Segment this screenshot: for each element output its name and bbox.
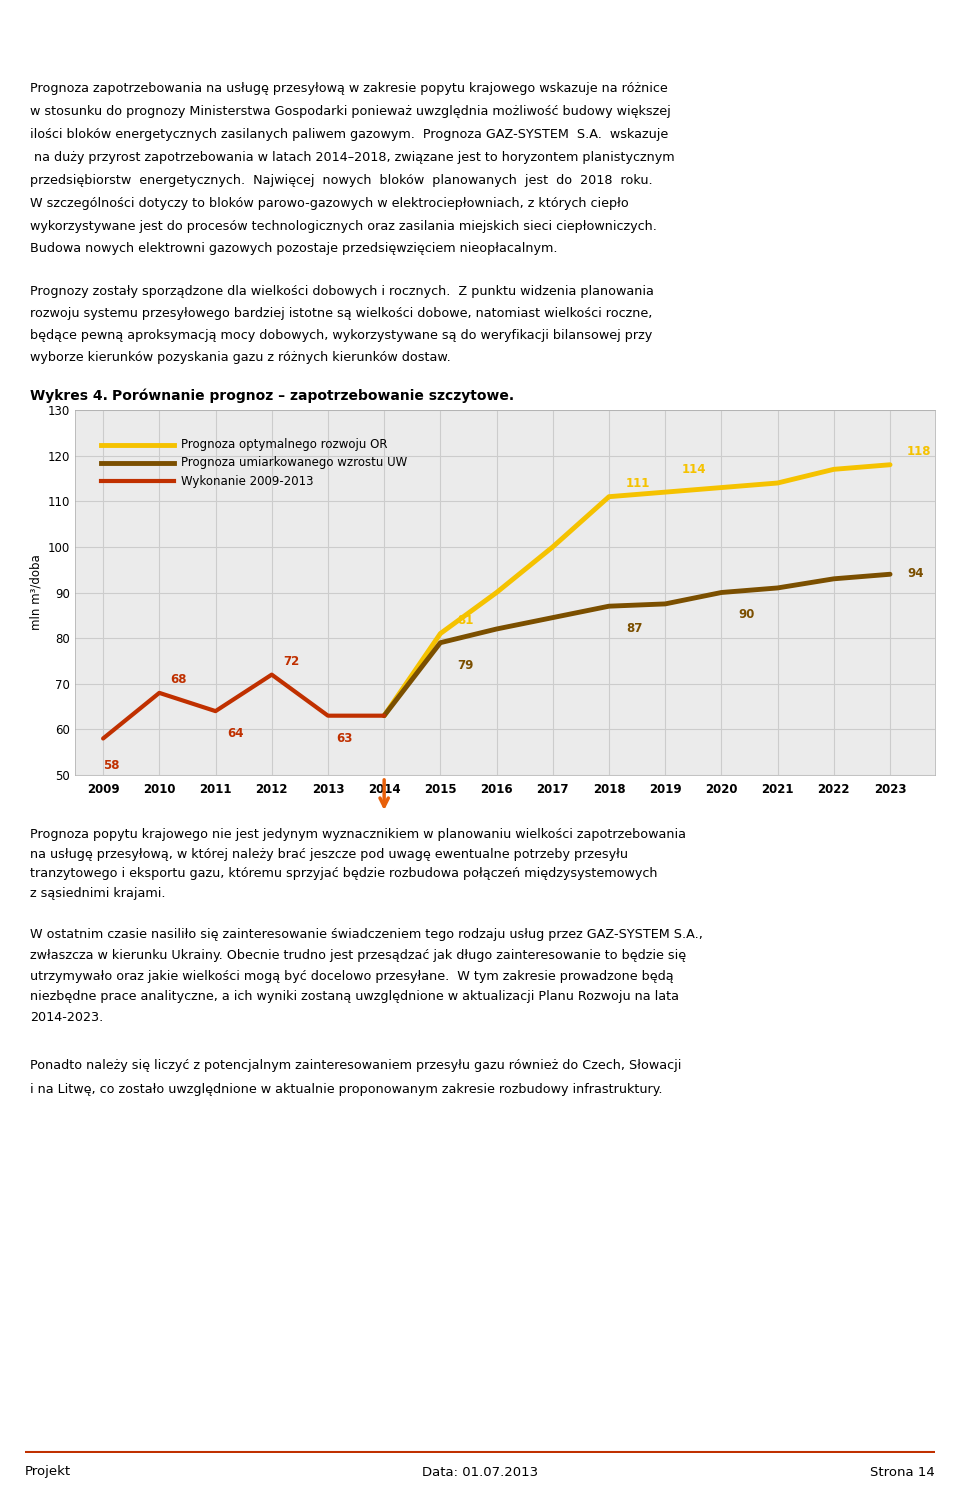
Text: wyborze kierunków pozyskania gazu z różnych kierunków dostaw.: wyborze kierunków pozyskania gazu z różn… <box>30 351 451 365</box>
Text: niezbędne prace analityczne, a ich wyniki zostaną uwzględnione w aktualizacji Pl: niezbędne prace analityczne, a ich wynik… <box>30 991 679 1004</box>
Text: Porównanie prognoz – zapotrzebowanie szczytowe.: Porównanie prognoz – zapotrzebowanie szc… <box>112 388 514 403</box>
Text: 72: 72 <box>283 654 300 668</box>
Text: utrzymywało oraz jakie wielkości mogą być docelowo przesyłane.  W tym zakresie p: utrzymywało oraz jakie wielkości mogą by… <box>30 970 674 983</box>
Text: tranzytowego i eksportu gazu, któremu sprzyjać będzie rozbudowa połączeń międzys: tranzytowego i eksportu gazu, któremu sp… <box>30 868 658 880</box>
Text: przedsiębiorstw  energetycznych.  Najwięcej  nowych  bloków  planowanych  jest  : przedsiębiorstw energetycznych. Najwięce… <box>30 173 653 187</box>
Text: Wykonanie 2009-2013: Wykonanie 2009-2013 <box>180 475 313 487</box>
Text: 2014-2023.: 2014-2023. <box>30 1011 104 1023</box>
Text: 64: 64 <box>227 728 243 740</box>
Text: W szczególności dotyczy to bloków parowo-gazowych w elektrociepłowniach, z który: W szczególności dotyczy to bloków parowo… <box>30 197 629 209</box>
Text: 68: 68 <box>171 672 187 686</box>
Text: Plan rozwoju w zakresie zaspokojenia obecnego i przyszłego zapotrzebowania na pa: Plan rozwoju w zakresie zaspokojenia obe… <box>73 10 887 24</box>
Text: 111: 111 <box>626 477 650 490</box>
Text: 114: 114 <box>682 463 707 477</box>
Text: i na Litwę, co zostało uwzględnione w aktualnie proponowanym zakresie rozbudowy : i na Litwę, co zostało uwzględnione w ak… <box>30 1083 662 1095</box>
Text: Prognoza popytu krajowego nie jest jedynym wyznacznikiem w planowaniu wielkości : Prognoza popytu krajowego nie jest jedyn… <box>30 828 686 841</box>
Text: 79: 79 <box>457 659 473 672</box>
Text: Wykres 4.: Wykres 4. <box>30 388 108 403</box>
Text: Ponadto należy się liczyć z potencjalnym zainteresowaniem przesyłu gazu również : Ponadto należy się liczyć z potencjalnym… <box>30 1059 682 1071</box>
Text: 87: 87 <box>626 622 642 635</box>
Text: Data: 01.07.2013: Data: 01.07.2013 <box>422 1466 538 1479</box>
Text: 63: 63 <box>336 732 352 744</box>
Text: Prognoza optymalnego rozwoju OR: Prognoza optymalnego rozwoju OR <box>180 438 387 451</box>
Text: wykorzystywane jest do procesów technologicznych oraz zasilania miejskich sieci : wykorzystywane jest do procesów technolo… <box>30 220 657 233</box>
Text: Prognoza zapotrzebowania na usługę przesyłową w zakresie popytu krajowego wskazu: Prognoza zapotrzebowania na usługę przes… <box>30 82 668 96</box>
Text: na duży przyrost zapotrzebowania w latach 2014–2018, związane jest to horyzontem: na duży przyrost zapotrzebowania w latac… <box>30 151 675 164</box>
Text: WYCIĄG: WYCIĄG <box>449 39 511 52</box>
Text: ilości bloków energetycznych zasilanych paliwem gazowym.  Prognoza GAZ-SYSTEM  S: ilości bloków energetycznych zasilanych … <box>30 128 668 140</box>
Text: W ostatnim czasie nasiliło się zainteresowanie świadczeniem tego rodzaju usług p: W ostatnim czasie nasiliło się zainteres… <box>30 928 703 941</box>
Text: 81: 81 <box>457 614 473 626</box>
Text: Prognoza umiarkowanego wzrostu UW: Prognoza umiarkowanego wzrostu UW <box>180 457 407 469</box>
Text: w stosunku do prognozy Ministerstwa Gospodarki ponieważ uwzględnia możliwość bud: w stosunku do prognozy Ministerstwa Gosp… <box>30 105 671 118</box>
Text: zwłaszcza w kierunku Ukrainy. Obecnie trudno jest przesądzać jak długo zainteres: zwłaszcza w kierunku Ukrainy. Obecnie tr… <box>30 949 686 962</box>
Text: będące pewną aproksymacją mocy dobowych, wykorzystywane są do weryfikacji bilans: będące pewną aproksymacją mocy dobowych,… <box>30 329 652 342</box>
Text: Strona 14: Strona 14 <box>871 1466 935 1479</box>
Y-axis label: mln m³/doba: mln m³/doba <box>29 554 42 630</box>
Text: z sąsiednimi krajami.: z sąsiednimi krajami. <box>30 887 165 901</box>
Text: Prognozy zostały sporządzone dla wielkości dobowych i rocznych.  Z punktu widzen: Prognozy zostały sporządzone dla wielkoś… <box>30 285 654 297</box>
Text: 94: 94 <box>907 568 924 580</box>
Text: 118: 118 <box>907 445 931 457</box>
Text: Projekt: Projekt <box>25 1466 71 1479</box>
Text: rozwoju systemu przesyłowego bardziej istotne są wielkości dobowe, natomiast wie: rozwoju systemu przesyłowego bardziej is… <box>30 306 653 320</box>
Text: Budowa nowych elektrowni gazowych pozostaje przedsięwzięciem nieopłacalnym.: Budowa nowych elektrowni gazowych pozost… <box>30 242 558 255</box>
Text: na usługę przesyłową, w której należy brać jeszcze pod uwagę ewentualne potrzeby: na usługę przesyłową, w której należy br… <box>30 847 628 861</box>
Text: 58: 58 <box>103 759 120 772</box>
Text: 90: 90 <box>738 608 755 622</box>
